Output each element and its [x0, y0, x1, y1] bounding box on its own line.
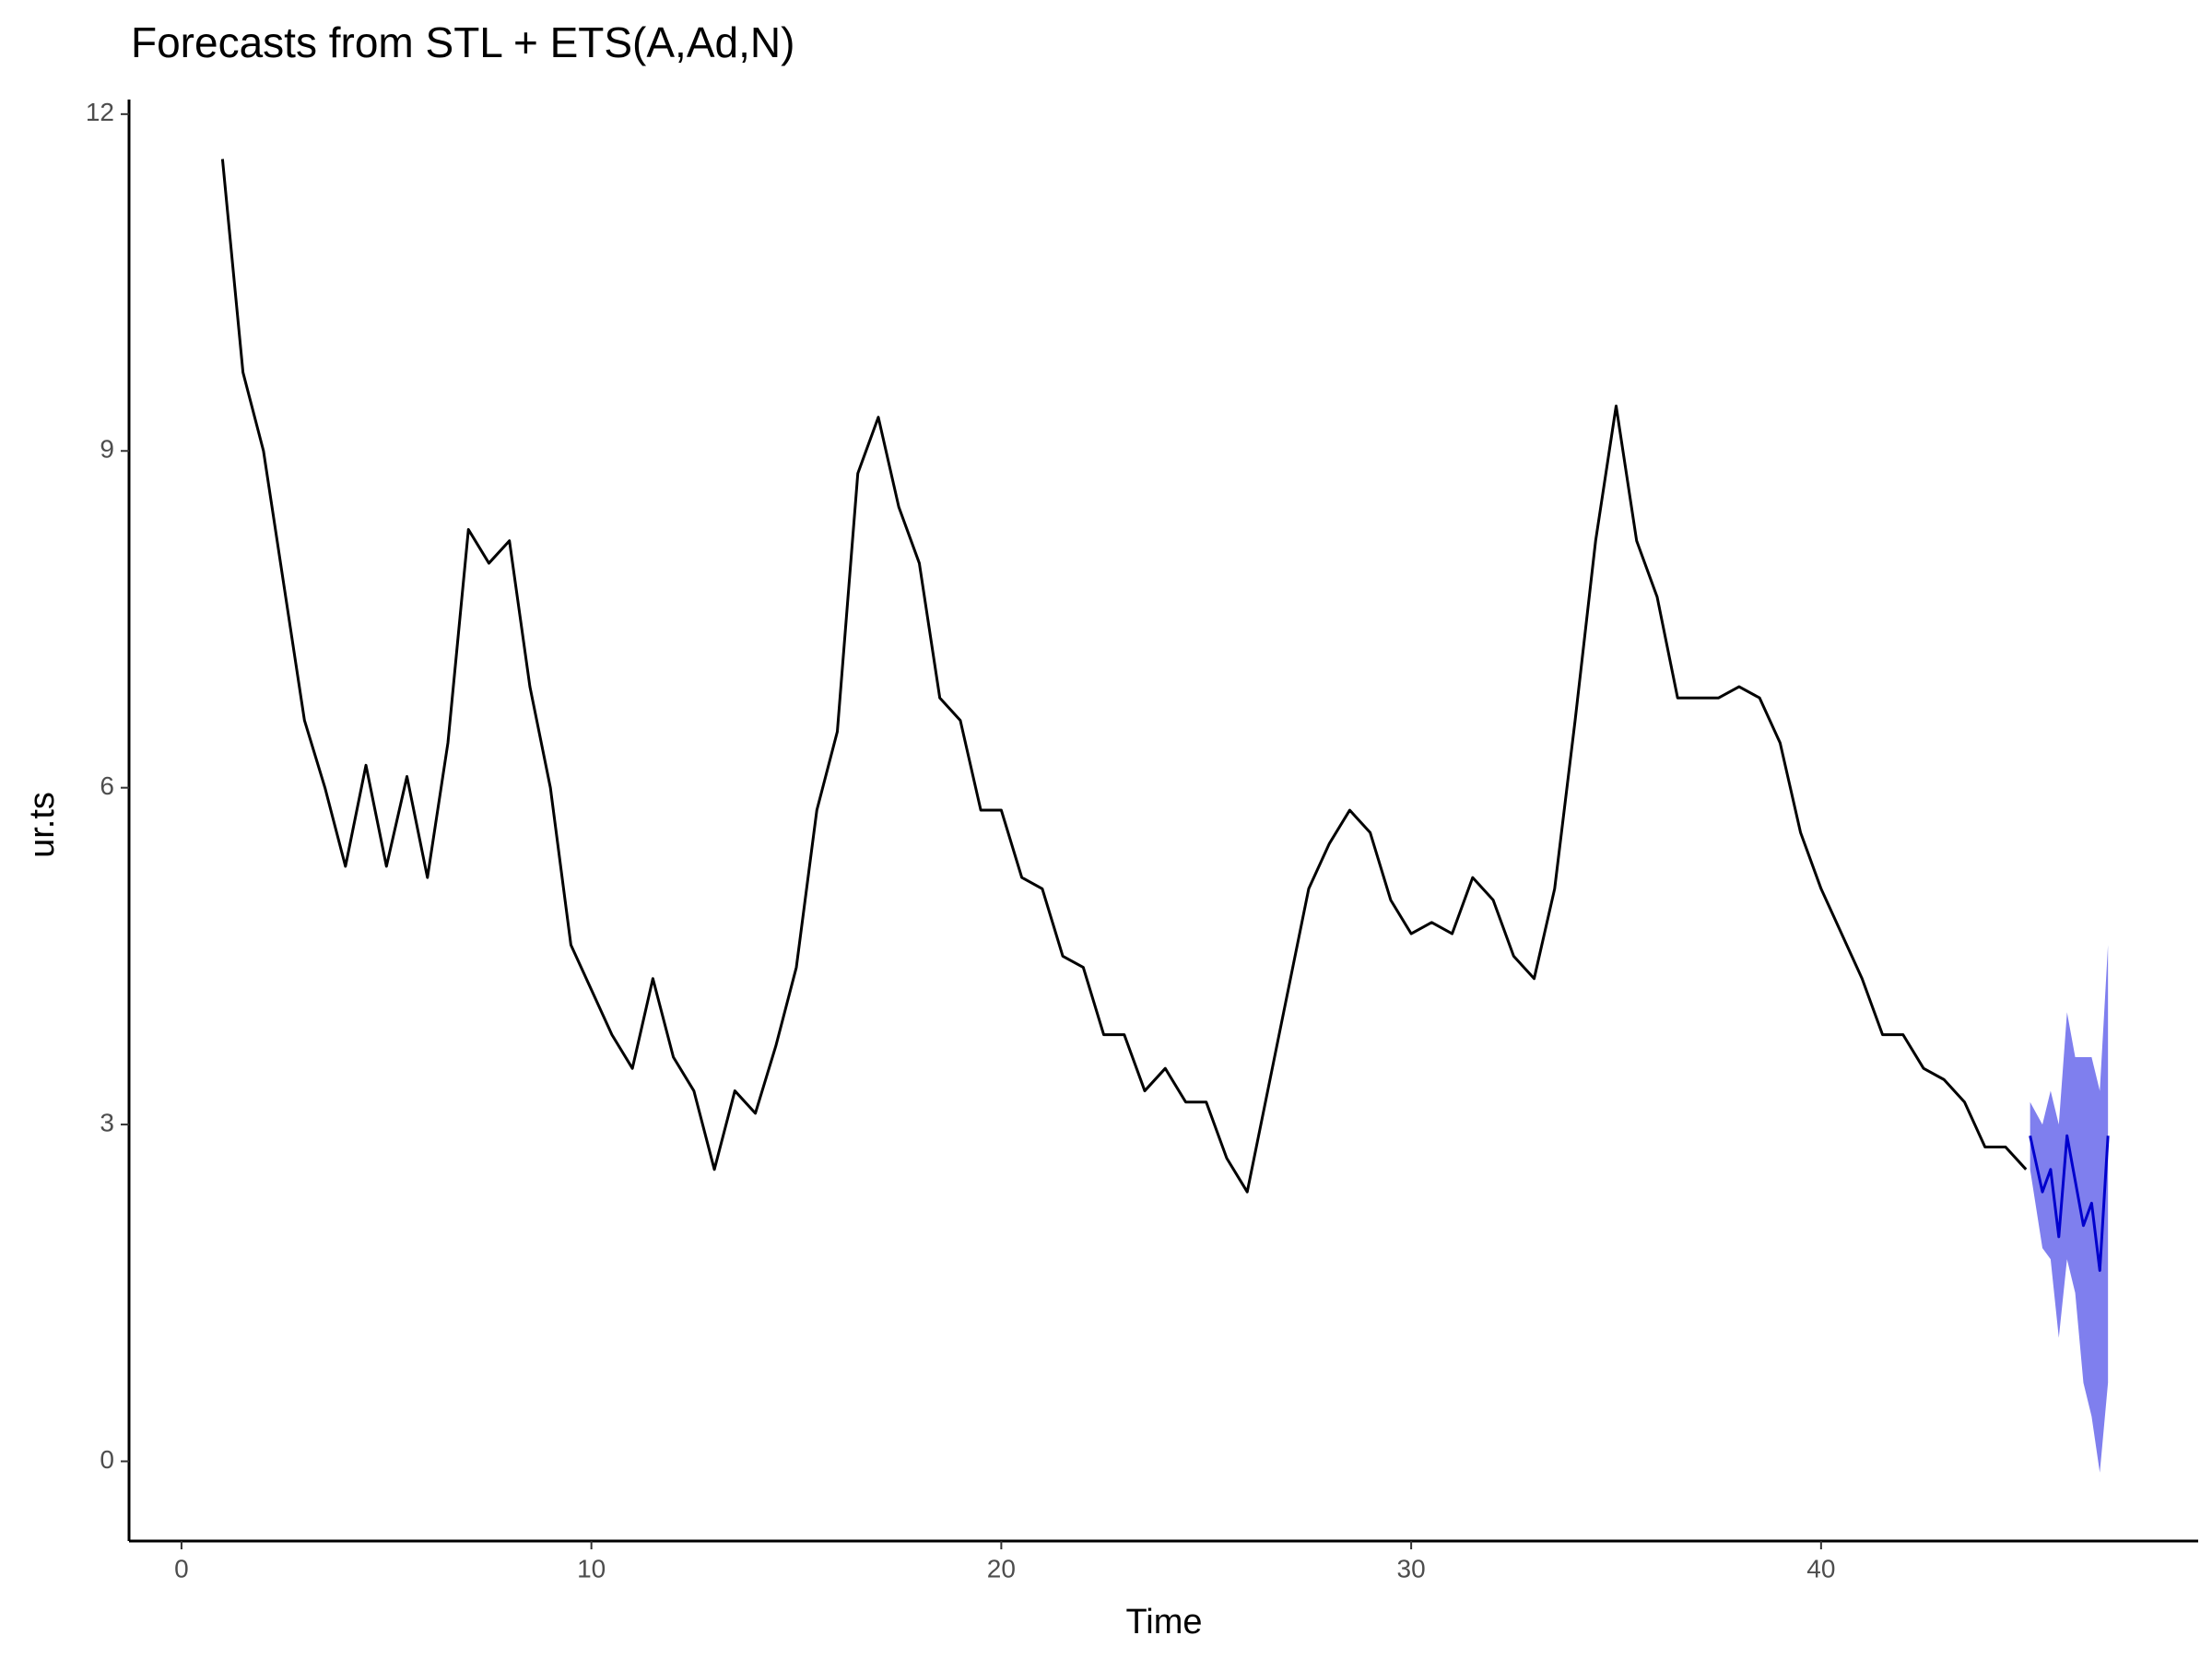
x-tick-label: 10: [577, 1554, 606, 1583]
y-tick-label: 9: [100, 435, 114, 464]
x-tick-label: 40: [1806, 1554, 1835, 1583]
series-line: [220, 159, 2028, 1194]
y-tick-label: 6: [100, 771, 114, 800]
x-tick-label: 30: [1397, 1554, 1426, 1583]
y-tick-label: 3: [100, 1108, 114, 1136]
forecast-interval: [2030, 945, 2109, 1473]
x-tick-label: 20: [987, 1554, 1016, 1583]
y-tick-label: 12: [86, 98, 114, 126]
series-line: [2029, 1134, 2110, 1272]
x-tick-label: 0: [174, 1554, 189, 1583]
y-axis-label: ur.ts: [23, 792, 62, 858]
x-axis-label: Time: [1125, 1603, 1202, 1641]
y-tick-label: 0: [100, 1445, 114, 1474]
chart-title: Forecasts from STL + ETS(A,Ad,N): [131, 18, 794, 66]
